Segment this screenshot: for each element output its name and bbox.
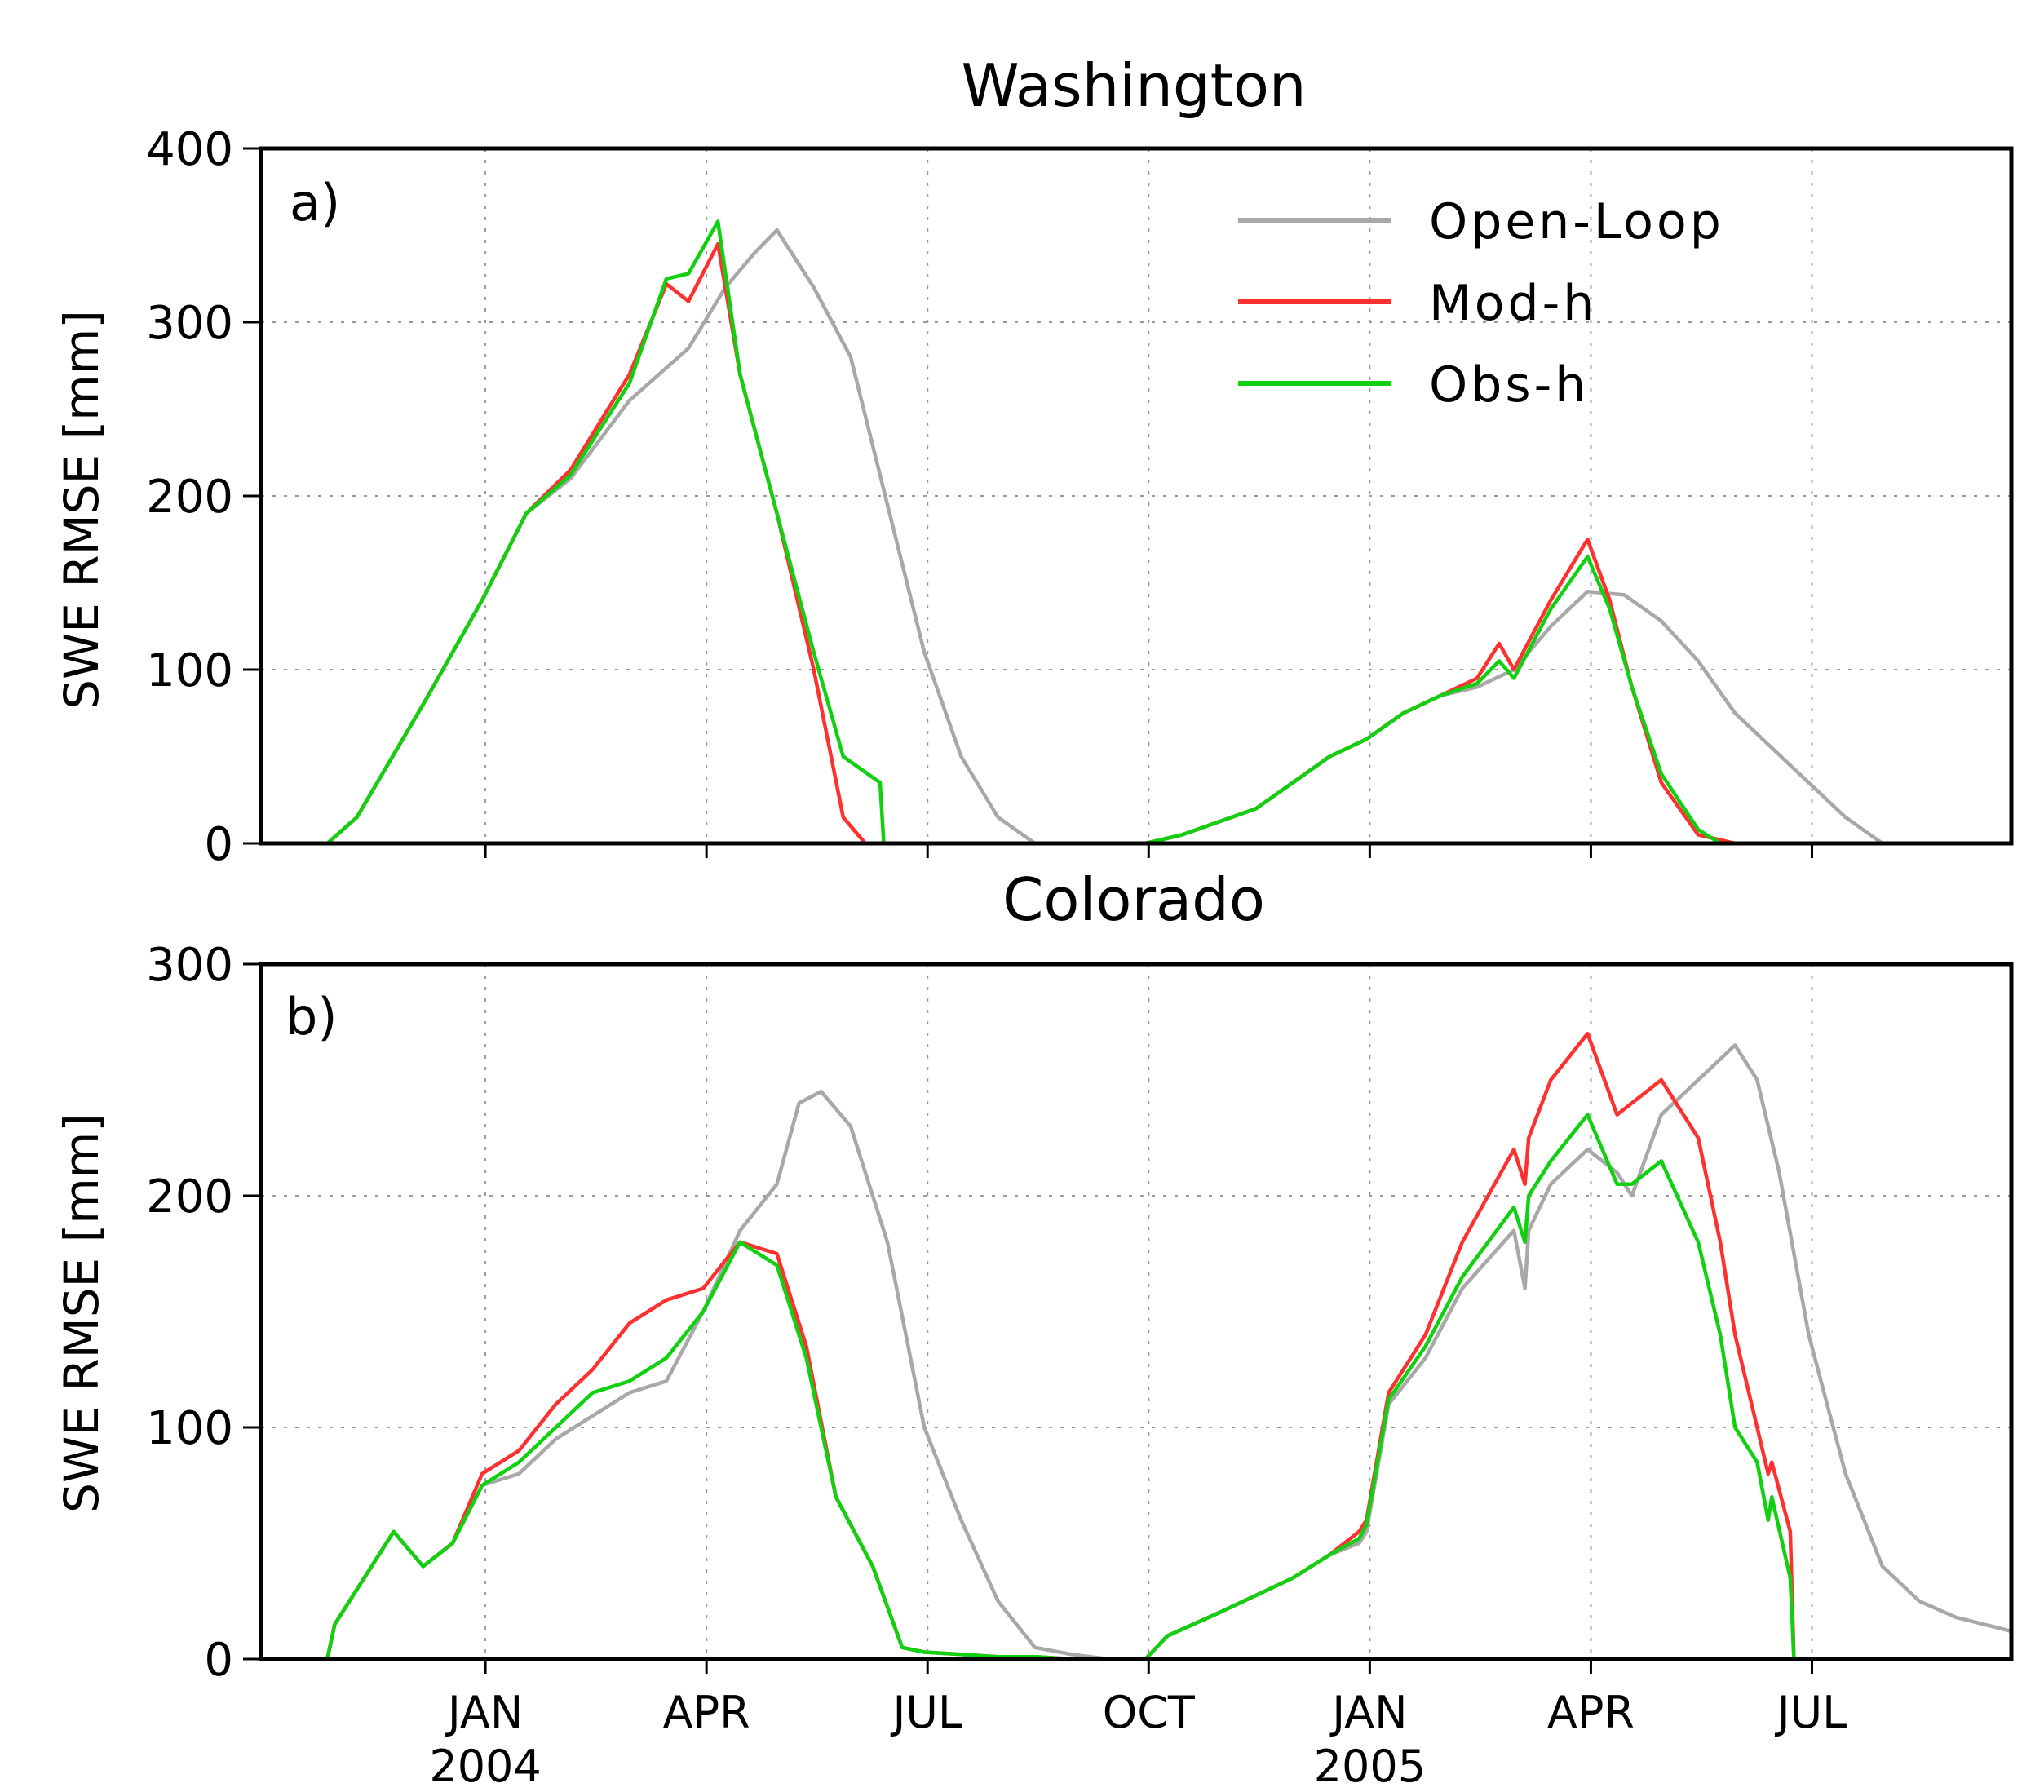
chart-title: Washington [961, 51, 1306, 120]
y-tick-label: 100 [146, 644, 233, 697]
y-tick-label: 300 [146, 297, 233, 350]
y-tick-label: 100 [146, 1402, 233, 1455]
axes: 0 100 200 300 400 [146, 123, 2014, 871]
legend-label: Obs-h [1429, 356, 1589, 414]
y-tick-label: 200 [146, 471, 233, 524]
legend-label: Mod-h [1429, 275, 1597, 332]
y-axis-label: SWE RMSE [mm] [54, 310, 109, 710]
plot-frame [259, 962, 2014, 1661]
y-axis-label: SWE RMSE [mm] [54, 1113, 109, 1513]
legend-label: Open-Loop [1429, 193, 1724, 250]
x-tick-label: APR [663, 1687, 750, 1738]
series-group [259, 219, 2014, 846]
series-line-obs-h [259, 219, 2014, 846]
x-tick-label: JAN [1329, 1687, 1407, 1738]
plot-frame [259, 146, 2014, 846]
panel-washington: Washington SWE RMSE [mm] 0 100 200 300 400 a… [54, 51, 2014, 871]
grid [261, 148, 2011, 843]
series-line-open-loop [259, 228, 2014, 846]
y-tick-label: 400 [146, 123, 233, 176]
chart-title: Colorado [1002, 865, 1265, 934]
x-tick-label: OCT [1103, 1687, 1196, 1738]
series-line-mod-h [259, 1031, 2014, 1661]
axes: 0 100 200 300 [146, 939, 2014, 1687]
x-tick-label: JUL [890, 1687, 962, 1738]
x-tick-year-label: 2004 [429, 1741, 541, 1792]
y-tick-label: 0 [204, 1634, 233, 1687]
x-tick-label: JUL [1775, 1687, 1847, 1738]
series-line-mod-h [259, 241, 2014, 846]
series-line-open-loop [259, 1043, 2014, 1661]
panel-label: b) [285, 987, 338, 1046]
panel-colorado: Colorado SWE RMSE [mm] 0 100 200 300 b) JAN… [54, 865, 2014, 1792]
y-tick-label: 300 [146, 939, 233, 992]
y-tick-label: 200 [146, 1170, 233, 1223]
legend: Open-Loop Mod-h Obs-h [1238, 193, 1724, 414]
grid [261, 964, 2011, 1659]
panel-label: a) [290, 173, 340, 232]
x-tick-year-label: 2005 [1314, 1741, 1426, 1792]
series-group [259, 1031, 2014, 1661]
x-tick-label: JAN [445, 1687, 523, 1738]
y-tick-label: 0 [204, 818, 233, 871]
x-tick-label: APR [1547, 1687, 1635, 1738]
